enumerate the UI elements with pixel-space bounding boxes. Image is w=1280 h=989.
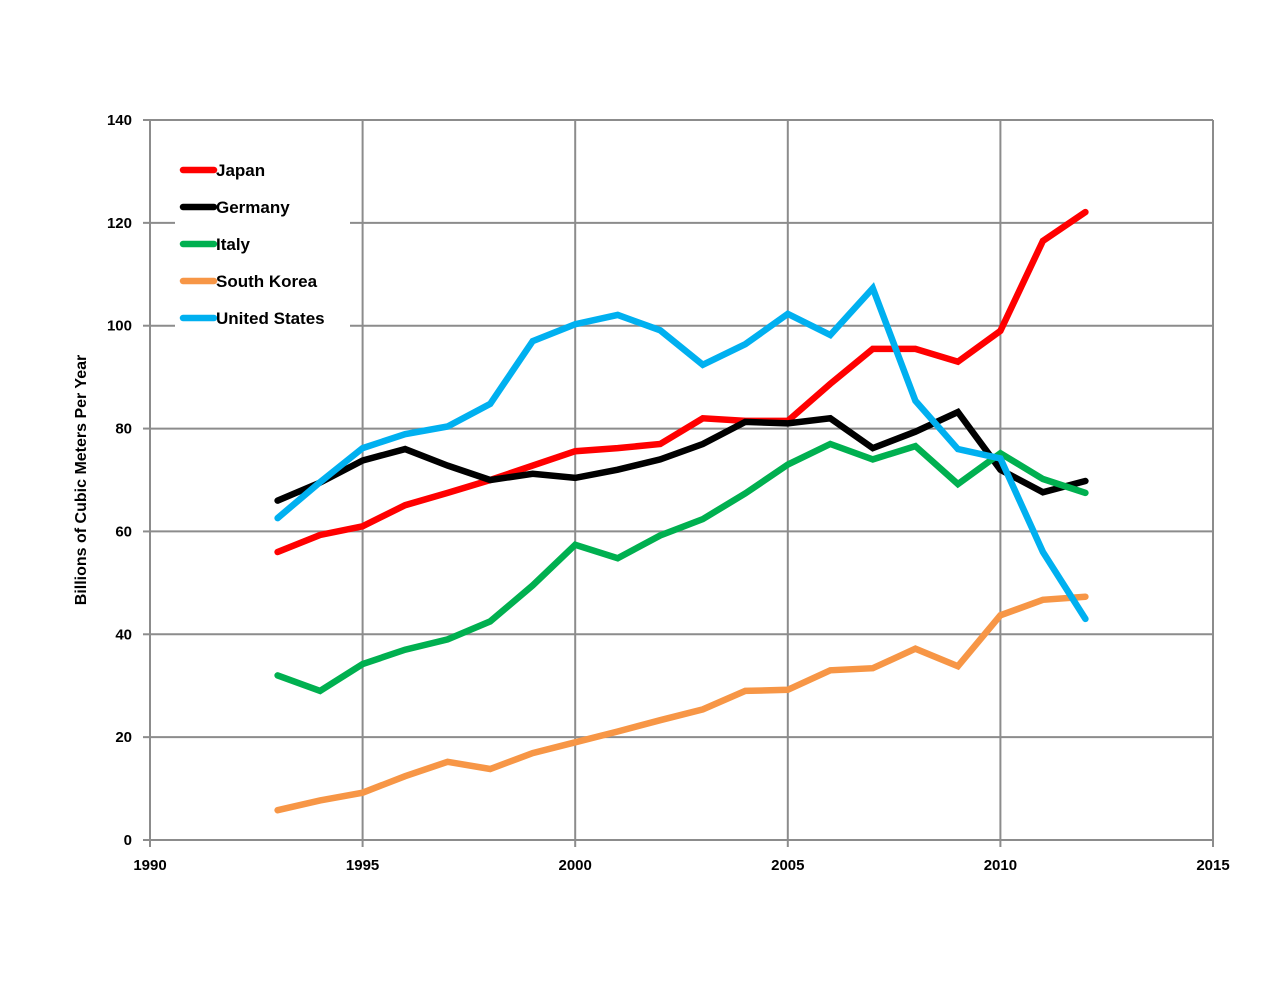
x-tick-label: 2010 [984, 857, 1017, 874]
legend-item-south-korea: South Korea [179, 272, 318, 291]
legend-label: Japan [216, 161, 265, 180]
legend-item-germany: Germany [179, 198, 290, 217]
series-line-south-korea [274, 593, 1089, 814]
x-tick-label: 1990 [133, 857, 166, 874]
x-tick-label: 2000 [559, 857, 592, 874]
x-tick-label: 1995 [346, 857, 379, 874]
x-tick-label: 2005 [771, 857, 804, 874]
legend-label: United States [216, 309, 325, 328]
y-tick-label: 120 [107, 215, 132, 232]
y-tick-label: 40 [115, 626, 132, 643]
y-tick-label: 60 [115, 523, 132, 540]
x-tick-label: 2015 [1196, 857, 1229, 874]
legend-item-italy: Italy [179, 235, 251, 254]
series-line-italy [274, 440, 1089, 695]
series-line-united-states [274, 282, 1089, 623]
y-tick-label: 80 [115, 421, 132, 438]
legend: Japan Germany Italy South Korea United State… [175, 150, 350, 340]
series-line-japan [274, 208, 1089, 556]
y-tick-label: 100 [107, 318, 132, 335]
y-tick-labels: 0 20 40 60 80 100 120 140 [107, 112, 132, 849]
legend-item-japan: Japan [179, 161, 265, 180]
legend-label: South Korea [216, 272, 318, 291]
y-axis-title: Billions of Cubic Meters Per Year [73, 355, 90, 605]
legend-label: Italy [216, 235, 251, 254]
legend-label: Germany [216, 198, 290, 217]
series-line-germany [274, 408, 1089, 504]
y-tick-label: 140 [107, 112, 132, 129]
legend-item-united-states: United States [179, 309, 325, 328]
series-lines [274, 208, 1089, 814]
y-tick-label: 20 [115, 729, 132, 746]
axes [143, 119, 1214, 847]
x-tick-labels: 1990 1995 2000 2005 2010 2015 [133, 857, 1229, 874]
y-tick-label: 0 [124, 832, 132, 849]
